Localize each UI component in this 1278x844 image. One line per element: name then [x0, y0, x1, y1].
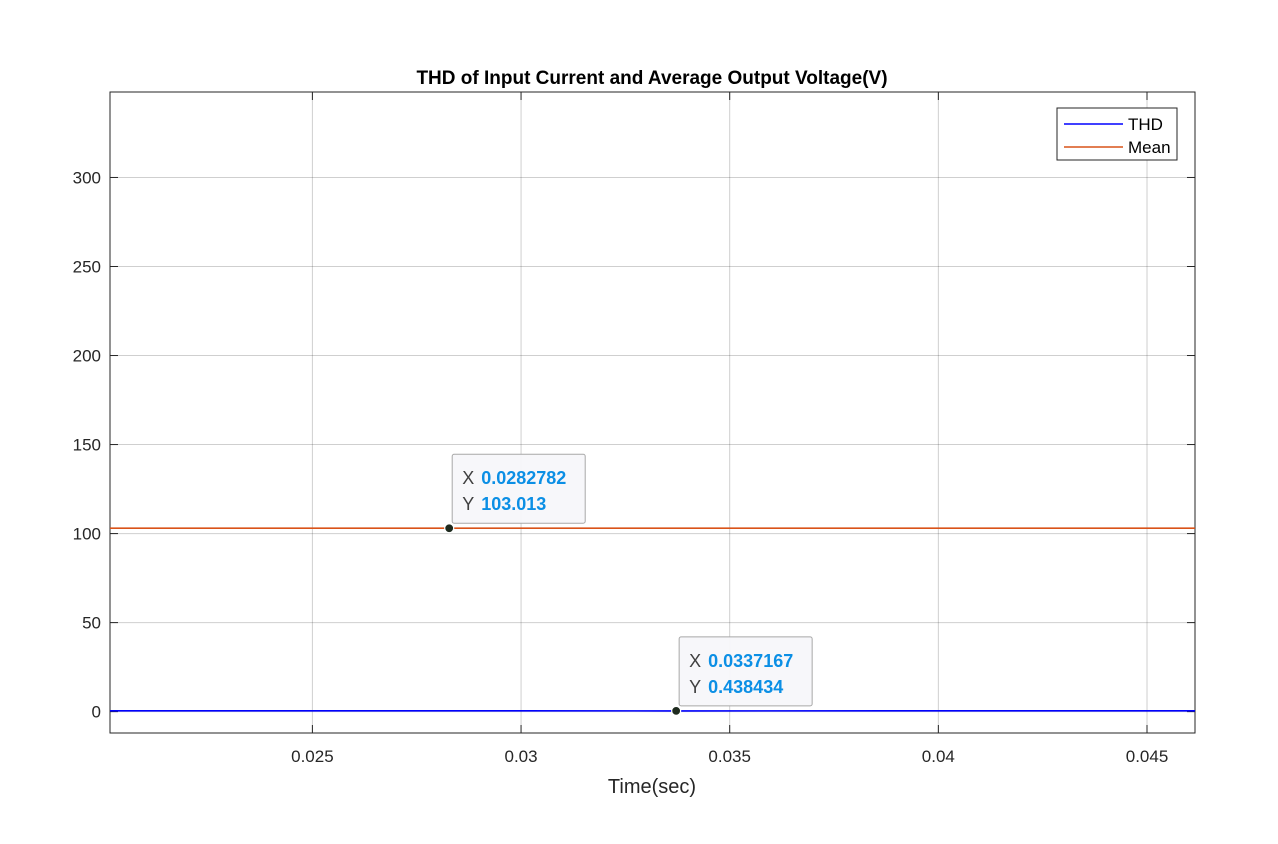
y-tick-label: 150: [73, 436, 101, 455]
plot-area: [109, 91, 1196, 734]
chart-title: THD of Input Current and Average Output …: [416, 68, 887, 89]
legend-box: [1056, 107, 1178, 161]
datatip-marker: [671, 705, 682, 716]
datatip-y-value: 103.013: [481, 494, 546, 514]
legend-label: Mean: [1128, 138, 1171, 157]
y-tick-label: 0: [92, 703, 101, 722]
x-tick-label: 0.035: [708, 747, 751, 766]
grid-lines: [110, 92, 1195, 733]
x-axis-label: Time(sec): [608, 776, 696, 798]
x-tick-label: 0.025: [291, 747, 334, 766]
y-tick-label: 300: [73, 168, 101, 187]
datatip-box: [451, 453, 586, 524]
datatip-box: [678, 636, 813, 707]
axis-ticks: 0.025 0.03 0.035 0.04 0.045 0 50 100 150 200 250 30…: [73, 92, 1195, 766]
x-tick-label: 0.04: [922, 747, 955, 766]
y-tick-label: 100: [73, 525, 101, 544]
y-tick-label: 200: [73, 347, 101, 366]
datatip-x-value: 0.0282782: [481, 468, 566, 488]
datatip-y-value: 0.438434: [708, 677, 783, 697]
y-tick-label: 250: [73, 257, 101, 276]
datatip-y-prefix: Y: [689, 677, 701, 697]
legend-label: THD: [1128, 115, 1163, 134]
data-tips: X 0.0282782 Y 103.013 X 0.0337167 Y 0.438434: [444, 453, 813, 716]
x-tick-label: 0.045: [1126, 747, 1169, 766]
x-tick-label: 0.03: [505, 747, 538, 766]
datatip-x-prefix: X: [689, 651, 701, 671]
datatip-marker: [444, 523, 455, 534]
datatip-y-prefix: Y: [462, 494, 474, 514]
y-tick-label: 50: [82, 614, 101, 633]
datatip-x-value: 0.0337167: [708, 651, 793, 671]
legend[interactable]: THD Mean: [1056, 107, 1178, 161]
datatip-x-prefix: X: [462, 468, 474, 488]
